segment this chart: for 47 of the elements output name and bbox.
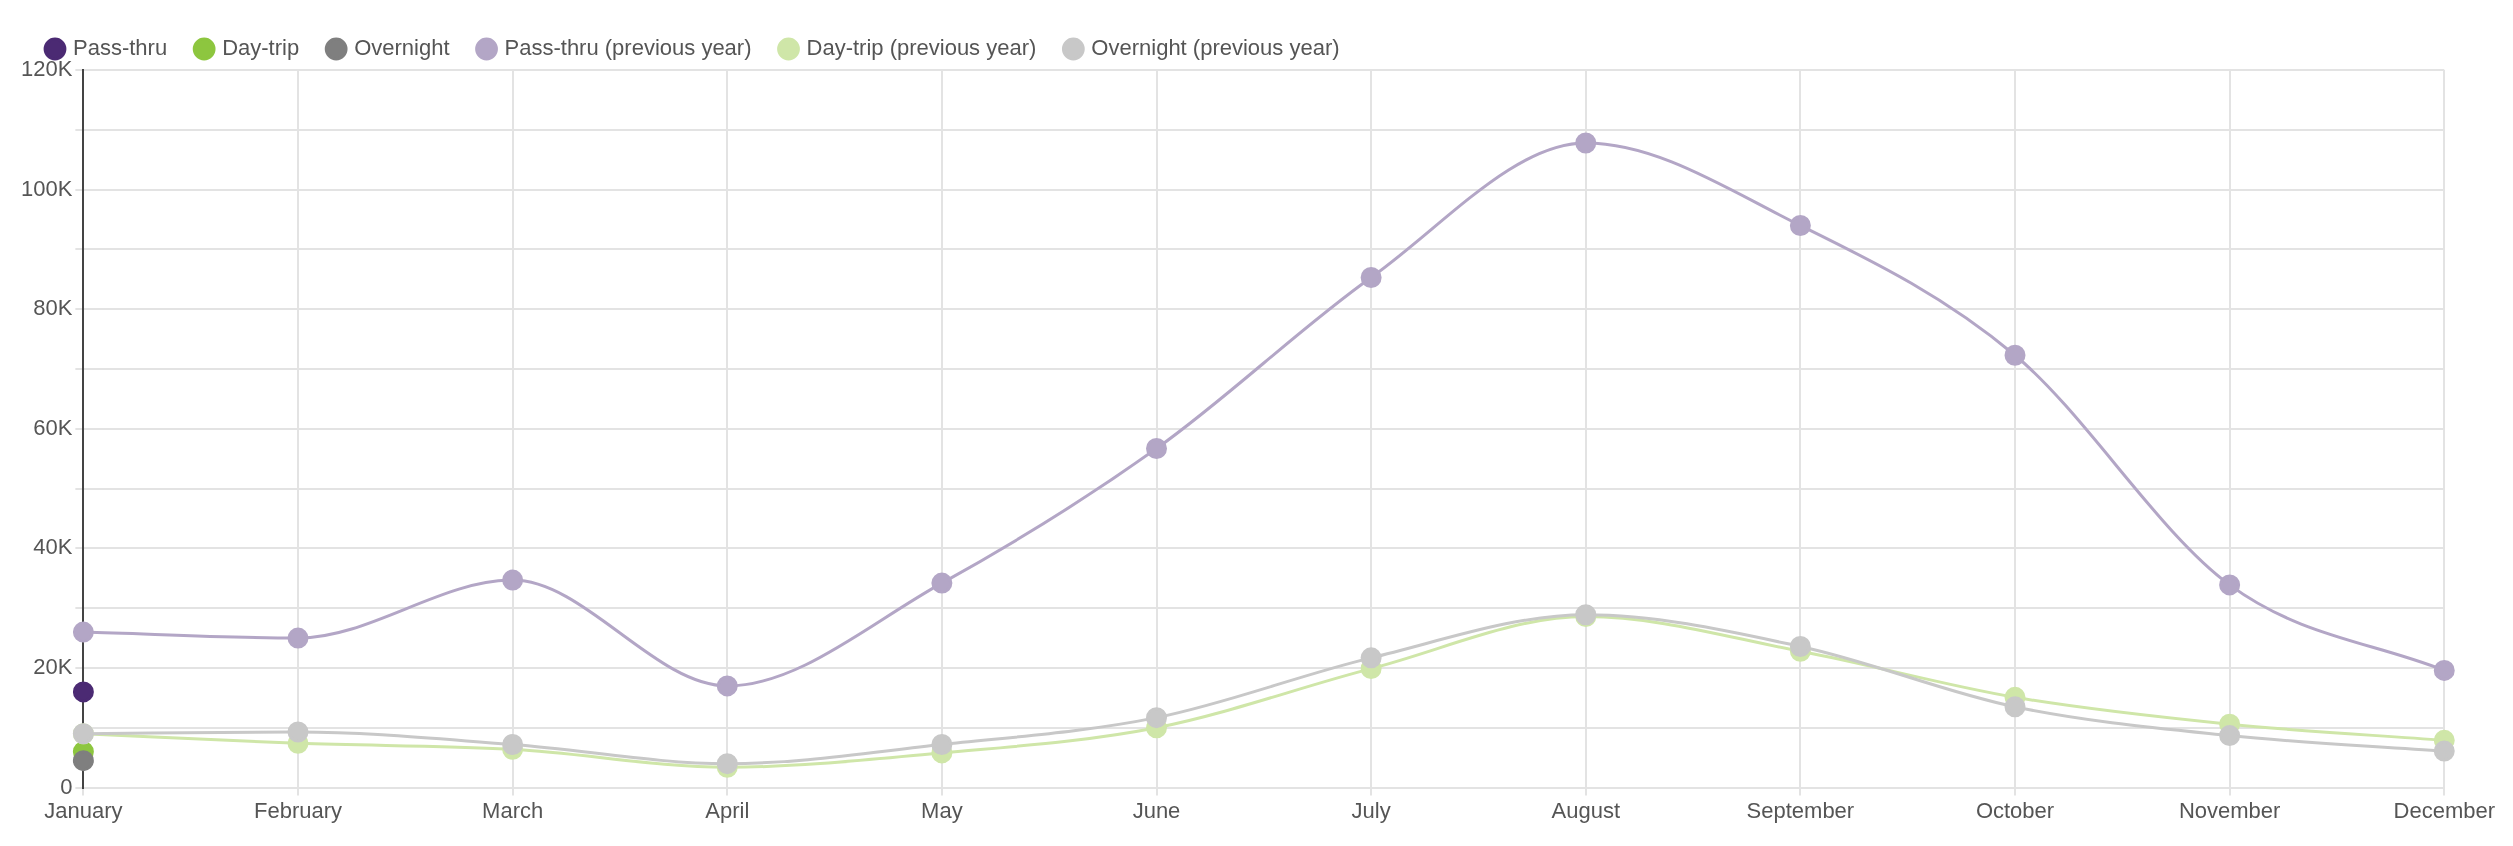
point — [931, 734, 953, 756]
point — [287, 721, 309, 743]
x-tick-label: January — [44, 797, 123, 823]
x-tick-label: November — [2178, 797, 2281, 823]
y-tick-label: 80K — [33, 295, 73, 321]
x-tick-label: July — [1351, 797, 1391, 823]
point — [1789, 214, 1811, 236]
point — [1146, 707, 1168, 729]
point — [2004, 344, 2026, 366]
y-tick-label: 0 — [60, 773, 73, 799]
x-tick-label: August — [1551, 797, 1621, 823]
point — [2433, 740, 2455, 762]
legend-label: Day-trip (previous year) — [806, 35, 1037, 61]
point — [2433, 659, 2455, 681]
x-tick-label: March — [482, 797, 544, 823]
point — [502, 569, 524, 591]
point — [1360, 267, 1382, 289]
legend-label: Pass-thru (previous year) — [504, 35, 752, 61]
point — [2219, 725, 2241, 747]
point — [1575, 132, 1597, 154]
point — [1789, 635, 1811, 657]
x-tick-label: May — [921, 797, 963, 823]
point — [1146, 438, 1168, 460]
point — [72, 681, 94, 703]
point — [72, 621, 94, 643]
x-tick-label: June — [1132, 797, 1181, 823]
x-tick-label: April — [705, 797, 750, 823]
y-tick-label: 60K — [33, 414, 73, 440]
x-tick-label: February — [253, 797, 343, 823]
x-tick-label: October — [1975, 797, 2055, 823]
point — [2004, 696, 2026, 718]
y-tick-label: 100K — [20, 175, 73, 201]
point — [72, 750, 94, 772]
y-tick-label: 120K — [20, 56, 73, 82]
legend-label: Overnight — [354, 35, 450, 61]
y-tick-label: 20K — [33, 654, 73, 680]
x-tick-label: December — [2393, 797, 2495, 823]
legend-label: Pass-thru — [73, 35, 168, 61]
point — [1360, 647, 1382, 669]
legend-label: Day-trip — [222, 35, 300, 61]
legend-label: Overnight (previous year) — [1091, 35, 1340, 61]
y-tick-label: 40K — [33, 534, 73, 560]
point — [2219, 574, 2241, 596]
x-tick-label: September — [1746, 797, 1855, 823]
point — [287, 627, 309, 649]
point — [931, 572, 953, 594]
point — [716, 675, 738, 697]
